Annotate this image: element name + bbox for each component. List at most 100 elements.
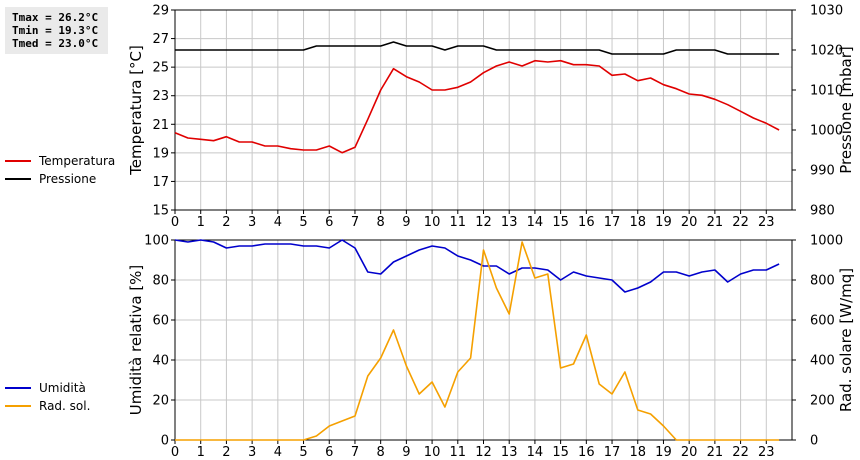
x-tick-label: 16 (578, 445, 595, 460)
x-tick-label: 23 (758, 215, 775, 230)
y-tick-label: 17 (152, 175, 169, 190)
x-tick-label: 7 (351, 215, 359, 230)
y2-axis-title: Rad. solare [W/mq] (837, 268, 855, 412)
x-tick-label: 14 (527, 445, 544, 460)
x-tick-label: 4 (274, 215, 282, 230)
x-tick-label: 14 (527, 215, 544, 230)
x-tick-label: 8 (377, 215, 385, 230)
x-tick-label: 22 (732, 215, 749, 230)
x-tick-label: 1 (197, 215, 205, 230)
y2-tick-label: 1020 (810, 44, 843, 59)
y2-tick-label: 600 (810, 314, 835, 329)
x-tick-label: 11 (450, 445, 467, 460)
y-tick-label: 15 (152, 204, 169, 219)
series-line-pressione (175, 41, 780, 55)
y2-tick-label: 1000 (810, 234, 843, 249)
y-tick-label: 27 (152, 32, 169, 47)
legend-item-umidita: Umidità (5, 379, 90, 397)
x-tick-label: 5 (299, 445, 307, 460)
x-tick-label: 11 (450, 215, 467, 230)
x-tick-label: 9 (402, 215, 410, 230)
legend-item-temperatura: Temperatura (5, 152, 115, 170)
y-tick-label: 25 (152, 61, 169, 76)
y-tick-label: 60 (152, 314, 169, 329)
legend-bottom: Umidità Rad. sol. (5, 379, 90, 415)
x-tick-label: 3 (248, 215, 256, 230)
x-tick-label: 17 (604, 445, 621, 460)
legend-item-rad-sol: Rad. sol. (5, 397, 90, 415)
y2-tick-label: 980 (810, 204, 835, 219)
x-tick-label: 6 (325, 445, 333, 460)
x-tick-label: 19 (655, 445, 672, 460)
x-tick-label: 16 (578, 215, 595, 230)
x-tick-label: 22 (732, 445, 749, 460)
x-tick-label: 7 (351, 445, 359, 460)
plot-frame (174, 9, 793, 211)
y-tick-label: 23 (152, 89, 169, 104)
y2-tick-label: 1030 (810, 4, 843, 19)
y2-axis-title: Pressione [mbar] (837, 46, 855, 174)
y2-tick-label: 200 (810, 394, 835, 409)
x-tick-label: 17 (604, 215, 621, 230)
x-tick-label: 10 (424, 445, 441, 460)
x-tick-label: 13 (501, 445, 518, 460)
x-tick-label: 15 (552, 445, 569, 460)
series-line-rad-sol (175, 241, 780, 441)
x-tick-label: 20 (681, 215, 698, 230)
y-tick-label: 100 (144, 234, 169, 249)
x-tick-label: 2 (222, 215, 230, 230)
y-tick-label: 40 (152, 354, 169, 369)
x-tick-label: 0 (171, 445, 179, 460)
y2-tick-label: 0 (810, 434, 818, 449)
x-tick-label: 19 (655, 215, 672, 230)
x-tick-label: 5 (299, 215, 307, 230)
legend-label-umidita: Umidità (39, 381, 86, 395)
x-tick-label: 10 (424, 215, 441, 230)
y-tick-label: 80 (152, 274, 169, 289)
x-tick-label: 3 (248, 445, 256, 460)
x-tick-label: 21 (707, 215, 724, 230)
y-tick-label: 29 (152, 4, 169, 19)
y-tick-label: 20 (152, 394, 169, 409)
legend-swatch-rad-sol (5, 405, 31, 407)
x-tick-label: 18 (629, 215, 646, 230)
x-tick-label: 12 (475, 445, 492, 460)
y-tick-label: 0 (161, 434, 169, 449)
series-line-temperatura (174, 59, 780, 154)
x-tick-label: 1 (197, 445, 205, 460)
x-tick-label: 21 (707, 445, 724, 460)
y-tick-label: 19 (152, 146, 169, 161)
x-tick-label: 0 (171, 215, 179, 230)
legend-swatch-umidita (5, 387, 31, 389)
legend-item-pressione: Pressione (5, 170, 115, 188)
y2-tick-label: 990 (810, 164, 835, 179)
legend-label-rad-sol: Rad. sol. (39, 399, 91, 413)
x-tick-label: 4 (274, 445, 282, 460)
x-tick-label: 12 (475, 215, 492, 230)
y-axis-title: Umidità relativa [%] (127, 265, 145, 416)
legend-top: Temperatura Pressione (5, 152, 115, 188)
stats-box: Tmax = 26.2°C Tmin = 19.3°C Tmed = 23.0°… (5, 7, 108, 54)
tmin-text: Tmin = 19.3°C (12, 24, 99, 37)
x-tick-label: 9 (402, 445, 410, 460)
y2-tick-label: 1010 (810, 84, 843, 99)
x-tick-label: 8 (377, 445, 385, 460)
y-tick-label: 21 (152, 118, 169, 133)
plot-frame (174, 239, 793, 441)
tmed-text: Tmed = 23.0°C (12, 37, 99, 50)
x-tick-label: 2 (222, 445, 230, 460)
legend-swatch-temperatura (5, 160, 31, 162)
y2-tick-label: 800 (810, 274, 835, 289)
legend-swatch-pressione (5, 178, 31, 180)
x-tick-label: 6 (325, 215, 333, 230)
y2-tick-label: 400 (810, 354, 835, 369)
x-tick-label: 20 (681, 445, 698, 460)
x-tick-label: 18 (629, 445, 646, 460)
x-tick-label: 13 (501, 215, 518, 230)
y-axis-title: Temperatura [°C] (127, 45, 145, 176)
series-line-umidit (174, 239, 780, 293)
y2-tick-label: 1000 (810, 124, 843, 139)
